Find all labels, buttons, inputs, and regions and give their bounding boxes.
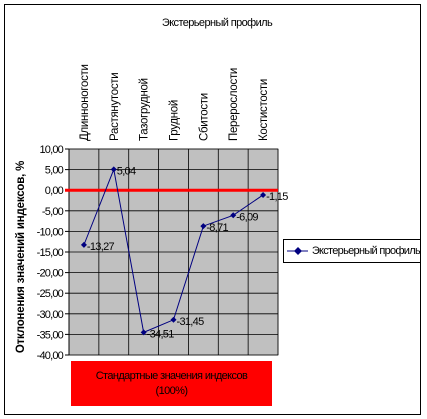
y-tick-label: -15,00: [37, 247, 64, 259]
x-category-label: Длинноногости: [79, 64, 91, 141]
data-label: -1,15: [266, 191, 288, 203]
legend-marker-icon: [287, 247, 308, 255]
x-category-label: Тазогрудной: [139, 78, 151, 141]
chart-title: Экстерьерный профиль: [162, 17, 273, 29]
data-label: 5,04: [117, 165, 136, 177]
data-point-marker: [200, 223, 207, 230]
data-label: -31,45: [177, 316, 205, 328]
data-point-marker: [80, 241, 87, 248]
data-point-marker: [110, 166, 117, 173]
x-category-label: Сбитости: [198, 93, 210, 141]
y-tick-label: 5,00: [45, 165, 64, 177]
legend-label: Экстерьерный профиль: [311, 245, 421, 257]
y-tick-label: 0,00: [45, 185, 64, 197]
y-tick-label: 10,00: [39, 144, 63, 156]
y-tick-label: -30,00: [37, 309, 64, 321]
y-tick-label: -10,00: [37, 226, 64, 238]
data-point-marker: [260, 191, 267, 198]
data-label: -34,51: [147, 328, 175, 340]
data-label: -13,27: [87, 241, 115, 253]
x-category-label: Растянутости: [109, 73, 121, 141]
data-label: -6,09: [236, 211, 258, 223]
data-label: -8,71: [206, 222, 228, 234]
x-category-label: Перерослости: [228, 68, 240, 141]
legend: Экстерьерный профиль: [283, 239, 421, 263]
y-tick-label: -20,00: [37, 268, 64, 280]
y-tick-label: -5,00: [42, 206, 64, 218]
data-point-marker: [140, 329, 147, 336]
y-tick-label: -25,00: [37, 288, 64, 300]
x-category-label: Костистости: [258, 79, 270, 141]
x-axis-label-box: Стандартные значения индексов (100%): [71, 361, 272, 406]
y-tick-label: -35,00: [37, 329, 64, 341]
y-tick-label: -40,00: [37, 350, 64, 362]
data-point-marker: [170, 316, 177, 323]
data-point-marker: [230, 212, 237, 219]
y-axis-title: Отклонения значений индексов, %: [15, 161, 27, 353]
x-axis-label: Стандартные значения индексов (100%): [95, 369, 248, 397]
x-category-label: Грудной: [169, 100, 181, 141]
